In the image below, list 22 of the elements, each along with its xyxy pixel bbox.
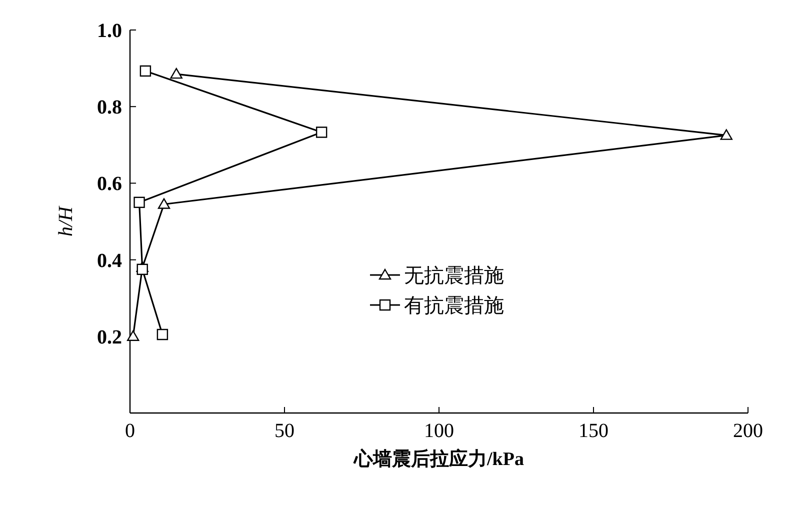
x-tick-label: 150	[578, 420, 608, 442]
point	[140, 65, 152, 77]
point	[156, 328, 168, 340]
point	[316, 126, 328, 138]
point	[158, 198, 170, 209]
y-axis-title: h/H	[55, 204, 77, 236]
x-tick-label: 100	[424, 420, 454, 442]
point	[134, 196, 145, 208]
point	[720, 129, 732, 140]
legend-label: 有抗震措施	[404, 295, 504, 317]
legend-label: 无抗震措施	[404, 265, 504, 287]
y-tick-label: 0.8	[97, 96, 122, 119]
y-tick-label: 1.0	[97, 20, 122, 42]
x-tick-label: 50	[274, 420, 294, 442]
x-tick-label: 200	[733, 420, 763, 442]
y-tick-label: 0.6	[97, 173, 122, 196]
x-tick-label: 0	[125, 420, 135, 442]
y-tick-label: 0.4	[97, 250, 122, 272]
y-tick-label: 0.2	[97, 326, 122, 348]
point	[170, 68, 182, 79]
point	[136, 264, 148, 275]
x-axis-title: 心墙震后拉应力/kPa	[353, 448, 524, 470]
